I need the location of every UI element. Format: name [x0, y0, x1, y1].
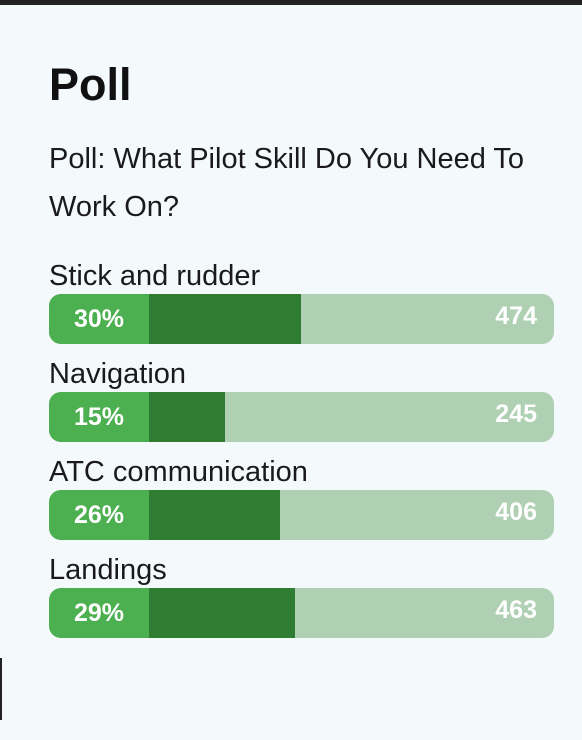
result-bar-fill [149, 490, 280, 540]
poll-widget: Poll Poll: What Pilot Skill Do You Need … [49, 5, 554, 650]
result-percent: 29% [49, 588, 149, 638]
poll-option-landings[interactable]: Landings 29% 463 [49, 552, 554, 650]
vote-count: 474 [495, 302, 537, 330]
result-bar: 30% 474 [49, 294, 554, 344]
option-label: Stick and rudder [49, 260, 261, 292]
result-bar: 29% 463 [49, 588, 554, 638]
result-percent: 26% [49, 490, 149, 540]
option-label: ATC communication [49, 456, 308, 488]
result-percent: 15% [49, 392, 149, 442]
option-label: Landings [49, 554, 167, 586]
vote-count: 406 [495, 498, 537, 526]
top-border [0, 0, 582, 5]
result-bar-fill [149, 294, 301, 344]
left-edge-marker [0, 658, 2, 720]
vote-count: 245 [495, 400, 537, 428]
vote-count: 463 [495, 596, 537, 624]
poll-question: Poll: What Pilot Skill Do You Need To Wo… [49, 143, 525, 223]
result-bar: 15% 245 [49, 392, 554, 442]
result-bar-fill [149, 392, 225, 442]
poll-option-stick-and-rudder[interactable]: Stick and rudder 30% 474 [49, 258, 554, 356]
poll-options: Stick and rudder 30% 474 Navigation 15% … [49, 258, 554, 650]
option-label: Navigation [49, 358, 187, 390]
poll-option-navigation[interactable]: Navigation 15% 245 [49, 356, 554, 454]
result-percent: 30% [49, 294, 149, 344]
widget-title: Poll [49, 59, 132, 110]
result-bar: 26% 406 [49, 490, 554, 540]
poll-option-atc-communication[interactable]: ATC communication 26% 406 [49, 454, 554, 552]
result-bar-fill [149, 588, 295, 638]
